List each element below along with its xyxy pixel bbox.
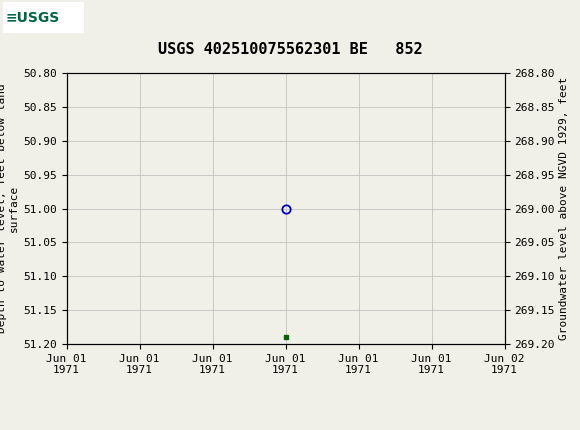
Text: ≈USGS: ≈USGS: [5, 10, 64, 25]
Y-axis label: Groundwater level above NGVD 1929, feet: Groundwater level above NGVD 1929, feet: [559, 77, 569, 340]
Bar: [3, 2, 78, 34]
Text: USGS 402510075562301 BE   852: USGS 402510075562301 BE 852: [158, 42, 422, 57]
Y-axis label: Depth to water level, feet below land
surface: Depth to water level, feet below land su…: [0, 84, 19, 333]
Text: ≡USGS: ≡USGS: [6, 11, 60, 25]
Bar: [3, 2, 84, 34]
